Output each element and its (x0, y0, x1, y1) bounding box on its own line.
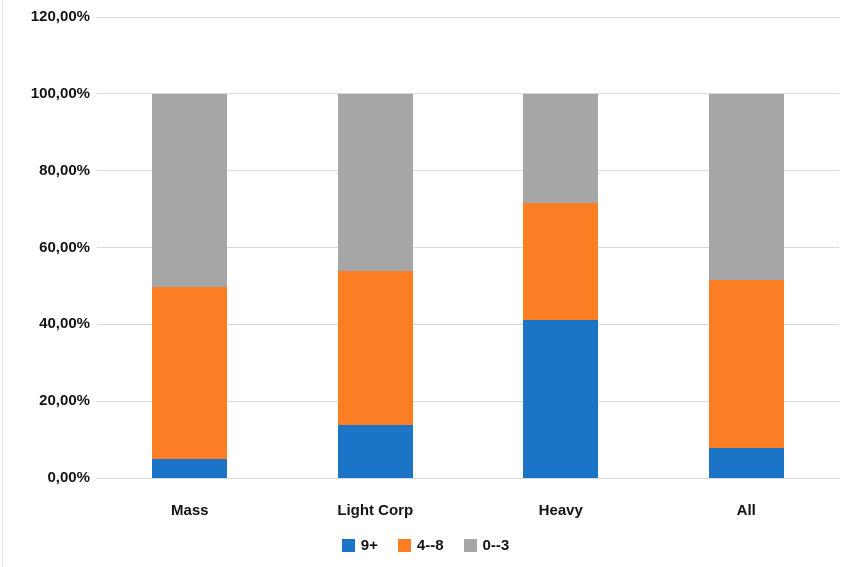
x-category-label-all: All (736, 502, 756, 519)
legend-item-03: 0--3 (463, 537, 510, 554)
legend-label: 0--3 (482, 537, 510, 554)
gridline-80 (97, 170, 839, 172)
x-category-label-heavy: Heavy (538, 502, 583, 519)
legend-item-48: 4--8 (397, 537, 444, 554)
y-tick-label: 60,00% (39, 238, 90, 256)
bar-segment-heavy-03 (523, 93, 599, 204)
bar-segment-all-9+ (708, 448, 784, 478)
y-tick-label: 40,00% (39, 315, 90, 333)
bar-segment-all-48 (708, 280, 784, 449)
legend-label: 9+ (360, 537, 378, 554)
legend-item-9+: 9+ (341, 537, 378, 554)
y-tick-label: 0,00% (47, 469, 90, 486)
legend-swatch-icon (341, 539, 355, 552)
y-tick-label: 80,00% (39, 161, 90, 179)
legend-swatch-icon (463, 539, 477, 552)
gridline-100 (97, 93, 839, 95)
legend-label: 4--8 (416, 537, 444, 554)
bar-segment-mass-48 (152, 286, 228, 459)
bar-segment-light-corp-9+ (337, 424, 413, 478)
bar-segment-heavy-9+ (523, 320, 599, 478)
gridline-0 (97, 477, 839, 479)
gridline-120 (97, 16, 839, 18)
legend-swatch-icon (397, 539, 411, 552)
bar-segment-light-corp-03 (337, 93, 413, 271)
gridline-40 (97, 323, 839, 325)
y-tick-label: 100,00% (30, 84, 90, 102)
y-tick-label: 20,00% (39, 392, 90, 410)
gridline-20 (97, 400, 839, 402)
gridline-60 (97, 247, 839, 248)
bar-segment-mass-9+ (152, 458, 228, 478)
bar-segment-heavy-48 (523, 203, 599, 321)
bar-segment-light-corp-48 (337, 270, 413, 425)
chart-legend: 9+ 4--8 0--3 (0, 537, 851, 554)
chart-left-border (2, 0, 3, 567)
x-category-label-mass: Mass (170, 502, 209, 519)
y-tick-label: 120,00% (30, 8, 90, 25)
bar-segment-all-03 (708, 93, 784, 281)
bar-segment-mass-03 (152, 93, 228, 287)
x-category-label-light-corp: Light Corp (337, 502, 414, 519)
